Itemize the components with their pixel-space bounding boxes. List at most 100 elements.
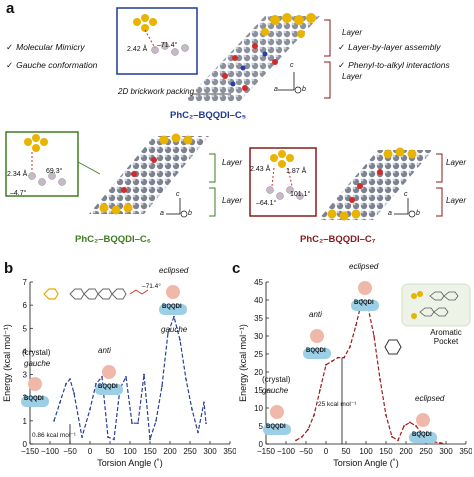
data-point [343, 356, 345, 359]
data-point [391, 435, 393, 438]
x-tick-label: 0 [88, 447, 93, 456]
bqqdi-tag-c-eclipsed: BQQDI [354, 300, 374, 306]
x-tick-label: −50 [63, 447, 77, 456]
newman-gauche-c [263, 405, 291, 435]
aromatic-pocket-graphic [401, 283, 471, 327]
inset-alkyl [266, 186, 304, 200]
data-point [101, 375, 103, 378]
barrier-c: 25 kcal mol⁻¹ [318, 401, 357, 408]
phenyl-groups [261, 13, 316, 38]
data-point [185, 378, 187, 381]
angle2-c6: –4.7° [10, 190, 27, 197]
inset-phenyl [133, 14, 157, 32]
data-point [191, 408, 193, 411]
data-point [307, 428, 309, 431]
label-eclipsed-b: eclipsed [159, 266, 189, 275]
data-point [143, 373, 145, 376]
data-point [397, 439, 399, 442]
label-anti-c: anti [309, 310, 322, 319]
label-crystal-b: (crystal) [22, 348, 51, 357]
panel-a-label: a [6, 0, 15, 17]
data-point [179, 338, 181, 341]
bullet-text: Phenyl-to-alkyl interactions [348, 60, 450, 70]
energy-chart-b: −150−100−5005010015020025030035001234567… [2, 278, 236, 468]
axis-a-c7: a [388, 210, 392, 217]
label-anti-b: anti [98, 346, 111, 355]
bullet-layer-assembly: ✓ Layer-by-layer assembly [338, 42, 441, 53]
inset-phenyl [270, 150, 294, 168]
bqqdi-tag-c-gauche: BQQDI [266, 424, 286, 430]
x-tick-label: −100 [277, 447, 296, 456]
phenyl-groups [327, 147, 417, 221]
aromatic-pocket-label: Aromatic Pocket [430, 328, 462, 346]
bqqdi-tag-b-anti: BQQDI [98, 384, 118, 390]
x-axis-label: Torsion Angle (˚) [333, 458, 399, 468]
layer-bracket-top [324, 19, 331, 99]
molecule-stack [185, 16, 320, 101]
layer-bracket-c6 [209, 153, 216, 217]
data-point [131, 422, 133, 425]
compound-caption-c7: PhC₂–BQQDI–C₇ [300, 234, 376, 245]
distance-top: 2.42 Å [127, 46, 148, 53]
contact-line [287, 167, 293, 187]
x-tick-label: 350 [223, 447, 236, 456]
check-icon: ✓ [338, 42, 346, 52]
energy-curve [53, 314, 207, 441]
molecule-sketch-b [43, 288, 149, 300]
compound-caption-c5: PhC₂–BQQDI–C₅ [170, 110, 247, 121]
y-tick-label: 6 [23, 301, 28, 310]
data-point [331, 360, 333, 363]
newman-anti-c [303, 329, 331, 359]
axis-b-c6: b [188, 210, 192, 217]
angle1-c6: 69.3° [46, 168, 63, 175]
energy-chart-c: −150 −100 −50 0 50 100 150 200 250 300 350 0 5 10 15 20… [238, 278, 472, 468]
data-point [73, 392, 75, 394]
axis-b-c7: b [416, 210, 420, 217]
x-axis-label: Torsion Angle (˚) [97, 458, 163, 468]
distance-c6: 2.34 Å [7, 171, 28, 178]
inset-alkyl [28, 172, 66, 186]
axis-c-c6: c [176, 191, 180, 198]
label-eclipsed-top-c: eclipsed [349, 262, 379, 271]
data-point [337, 356, 339, 359]
data-point [355, 324, 357, 327]
data-point [379, 378, 381, 381]
y-tick-label: 0 [259, 440, 264, 449]
x-tick-label: −100 [41, 447, 60, 456]
data-point [125, 375, 127, 378]
bullet-molecular-mimicry: ✓ Molecular Mimicry [6, 42, 85, 53]
nitrogen-atoms [230, 51, 268, 87]
x-tick-label: −150 [257, 447, 276, 456]
label-gauche-b: gauche [161, 325, 188, 334]
y-tick-label: 20 [254, 368, 263, 377]
y-tick-label: 40 [254, 296, 263, 305]
newman-eclipsed-b [159, 285, 187, 315]
layer-label-1: Layer [342, 28, 363, 37]
data-point [313, 414, 315, 417]
inset-box-c7 [249, 147, 317, 217]
newman-eclipsed-top-c [351, 281, 379, 311]
oxygen-atoms [222, 43, 278, 91]
newman-gauche-b [21, 377, 49, 407]
bqqdi-tag-b-gauche: BQQDI [24, 396, 44, 402]
crystal-structure-top [116, 7, 320, 101]
newman-eclipsed-right-c [409, 413, 437, 443]
bullet-text: Molecular Mimicry [16, 42, 85, 52]
newman-anti-b [95, 365, 123, 395]
y-tick-label: 15 [254, 386, 263, 395]
x-tick-label: 200 [163, 447, 177, 456]
axis-indicator-top [278, 72, 302, 94]
inset-box-top [116, 7, 198, 75]
data-point [69, 378, 71, 381]
data-point [301, 435, 303, 438]
bullet-text: Gauche conformation [16, 60, 98, 70]
data-point [155, 419, 157, 422]
x-tick-label: −150 [21, 447, 40, 456]
y-tick-label: 3 [23, 371, 28, 380]
axis-indicator-c7 [394, 198, 416, 218]
data-point [319, 389, 321, 391]
bullet-text: Layer-by-layer assembly [348, 42, 441, 52]
bullet-gauche-conformation: ✓ Gauche conformation [6, 60, 97, 71]
layer-label-c6-1: Layer [222, 158, 243, 167]
data-point [107, 436, 109, 438]
